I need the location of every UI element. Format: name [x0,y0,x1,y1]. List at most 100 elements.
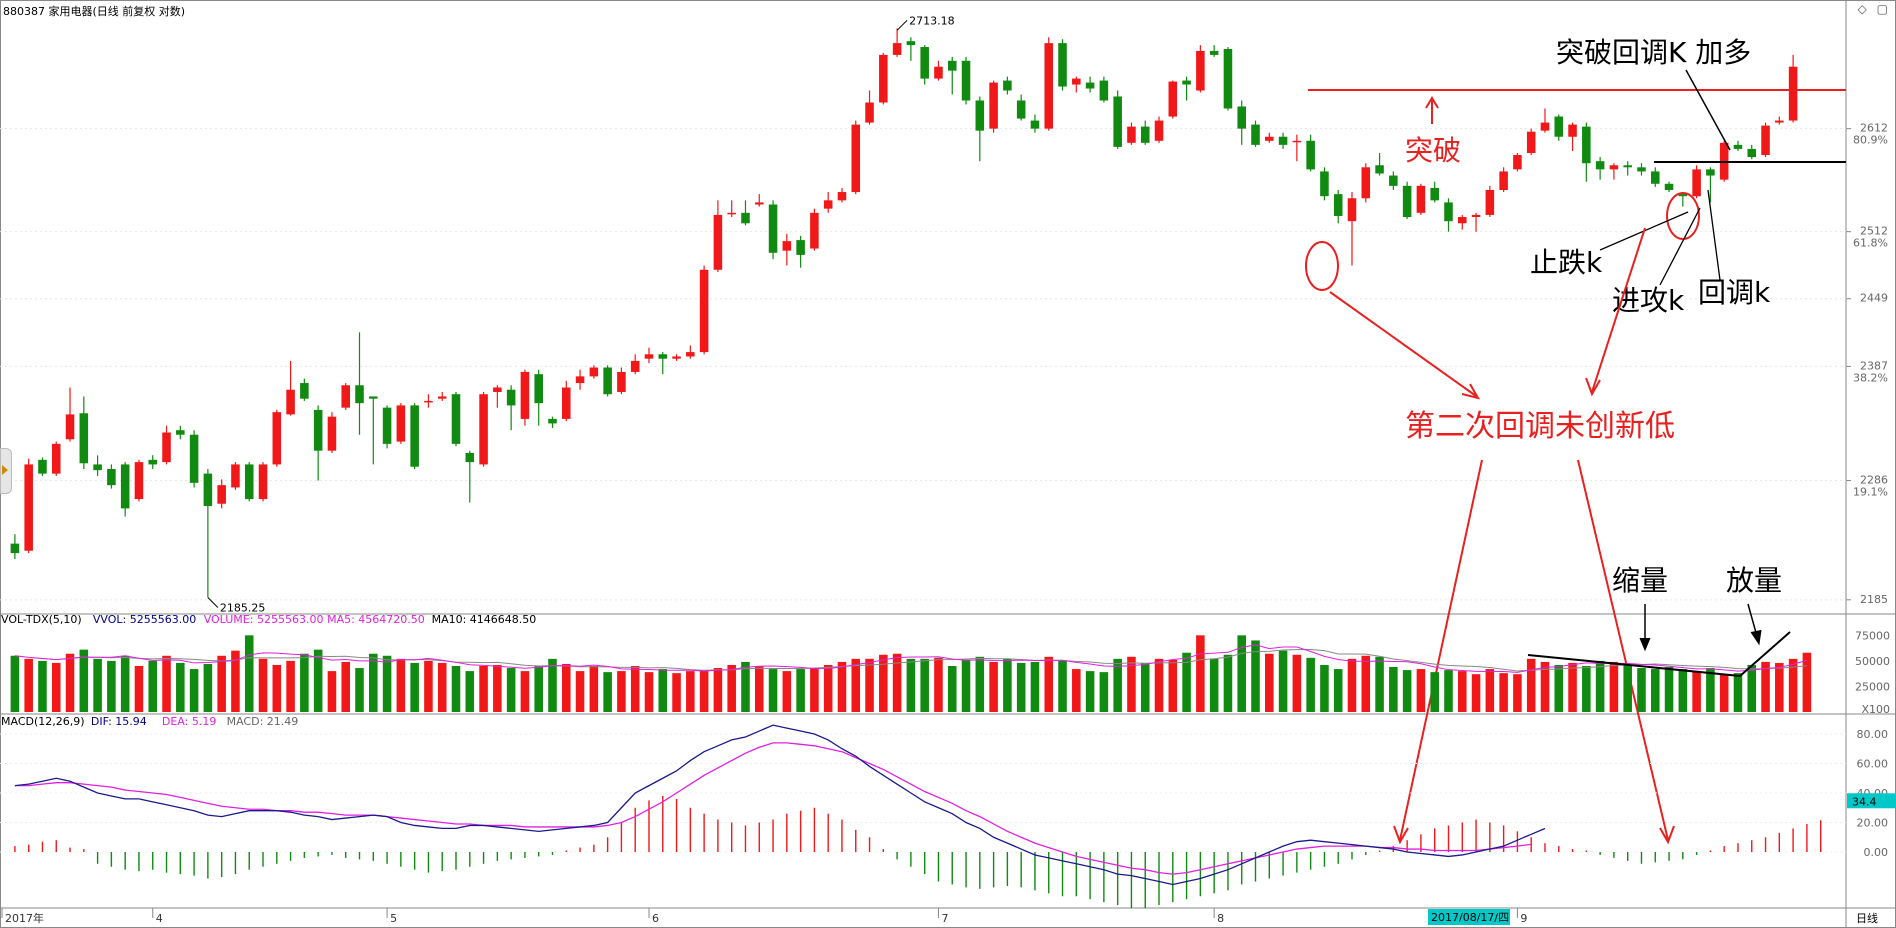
volume-bar [10,655,20,712]
candle-down [79,413,89,464]
candle-up [327,416,337,451]
maximize-icon[interactable]: ▢ [1876,2,1888,16]
vol-tick-label: 75000 [1855,629,1890,642]
volume-bar [1609,661,1619,712]
volume-bar [920,658,929,712]
candle-up [1292,140,1302,143]
restore-icon[interactable]: ◇ [1857,2,1867,16]
candle-down [1016,100,1026,119]
volume-bar [1099,672,1109,712]
candle-up [934,66,943,79]
volume-bar [1030,661,1040,712]
candle-down [1320,171,1329,197]
expand-volume-arrow-head [1750,629,1762,646]
volume-bar [1209,658,1219,712]
candle-down [1099,80,1109,101]
volume-bar [727,664,736,712]
candle-up [837,192,847,201]
second-pullback-label: 第二次回调未创新低 [1405,409,1675,444]
volume-bar [1430,672,1439,712]
volume-bar [782,671,792,712]
volume-bar [975,656,985,712]
candle-down [1237,106,1246,129]
breakout-add-label: 突破回调K 加多 [1556,36,1751,69]
candle-up [782,241,792,251]
candle-down [244,464,254,500]
side-panel-handle[interactable] [0,448,12,494]
vol-ma5-line [14,644,1808,673]
volume-bar [231,650,240,712]
volume-bar [699,670,709,712]
date-label: 9 [1520,912,1527,925]
low-circle [1305,241,1339,291]
price-tick-label: 2612 [1860,122,1888,135]
volume-bar [1719,674,1729,712]
candle-up [644,354,654,359]
volume-bar [38,660,47,712]
candle-up [562,387,571,419]
volume-bar [934,657,943,712]
candle-up [713,214,723,270]
volume-bar [1513,674,1522,712]
date-label: 7 [941,912,948,925]
volume-bar [382,655,392,712]
candle-up [1044,43,1054,129]
volume-bar [892,653,902,712]
volume-bar [189,669,199,712]
candle-down [1223,49,1233,109]
volume-bar [1003,658,1012,712]
attack-pointer [1659,207,1701,286]
volume-bar [1265,653,1274,712]
macd-tick-label: 80.00 [1857,728,1889,741]
candle-down [410,405,419,467]
candle-down [1733,144,1743,149]
volume-bar [424,660,433,712]
volume-bar [1568,662,1577,712]
candle-up [630,360,640,372]
volume-bar [1623,664,1632,712]
candle-down [1333,194,1343,216]
volume-bar [562,663,571,712]
candle-down [120,464,130,509]
volume-bar [1333,669,1343,712]
candle-up [823,200,833,209]
candle-down [107,469,116,486]
volume-bar [713,668,723,712]
candle-down [658,354,668,359]
volume-bar [1402,670,1412,712]
candle-down [1030,120,1040,129]
candle-down [1678,194,1688,197]
candle-down [1444,202,1453,222]
candle-up [493,387,502,392]
volume-bar [754,666,764,712]
volume-bar [1361,655,1371,712]
candle-up [1154,120,1164,141]
candle-up [286,389,295,415]
date-label: 2017年 [5,911,44,925]
candle-down [355,385,364,404]
candle-up [437,396,447,399]
macd-arrow-left [1399,459,1483,841]
candle-up [341,385,350,408]
candle-up [1458,217,1467,224]
candle-up [1361,167,1371,199]
second-low-arrow-2 [1591,227,1646,393]
macd-current-label: 34.4 [1852,795,1877,808]
volume-bar [272,664,282,712]
volume-bar [1761,661,1770,712]
volume-bar [1016,662,1026,712]
high-label: 2713.18 [909,14,955,27]
candle-down [1389,175,1398,186]
volume-bar [1554,664,1564,712]
candle-up [1513,155,1522,170]
candle-down [369,396,378,399]
shrink-volume-arrow-head [1639,637,1651,652]
candle-down [768,204,778,253]
candle-down [1582,126,1591,164]
candle-up [1499,171,1508,190]
candle-down [1085,82,1095,89]
volume-bar [575,671,585,712]
volume-bar [369,653,378,712]
candle-down [920,47,929,79]
